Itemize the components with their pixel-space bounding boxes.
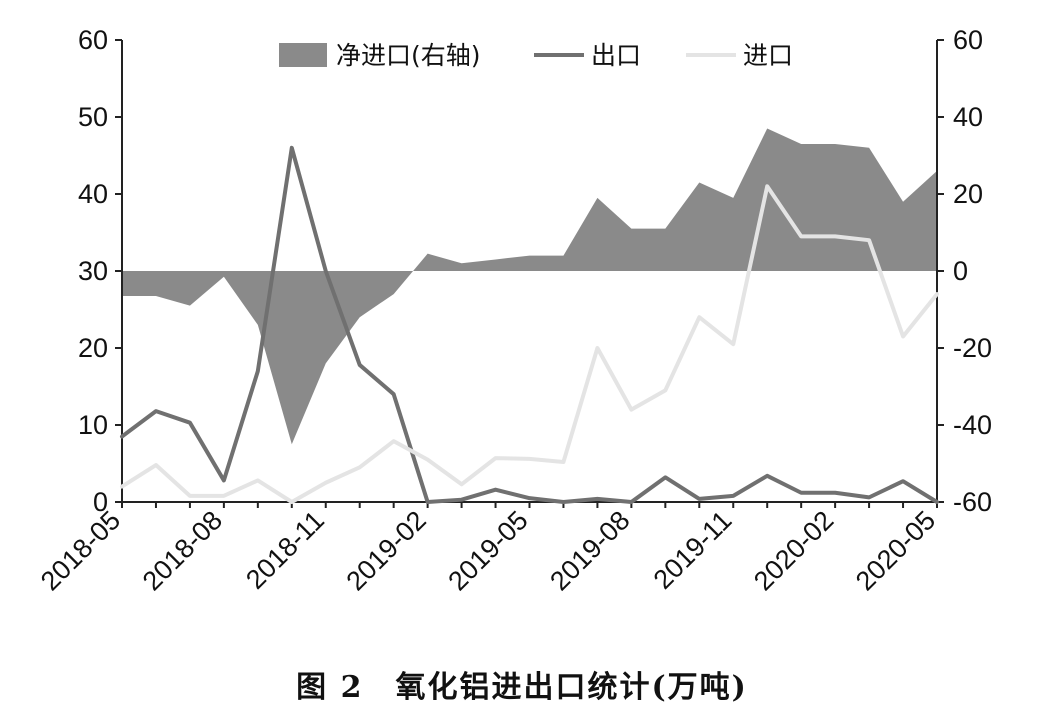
right-tick-label: 40 [953, 102, 983, 132]
right-tick-label: -60 [953, 487, 992, 517]
legend: 净进口(右轴) 出口 进口 [279, 41, 793, 70]
left-tick-label: 0 [93, 487, 108, 517]
left-tick-label: 60 [78, 25, 108, 55]
net-import-area [122, 128, 937, 445]
net-import-area-layer [122, 128, 937, 445]
lines-layer [120, 145, 939, 504]
right-tick-label: 60 [953, 25, 983, 55]
right-tick-label: -20 [953, 333, 992, 363]
legend-import-label: 进口 [743, 41, 793, 70]
legend-export-label: 出口 [591, 41, 641, 70]
x-tick-label: 2020-05 [850, 505, 941, 596]
x-tick-label: 2019-05 [442, 505, 533, 596]
left-tick-label: 50 [78, 102, 108, 132]
export-line [120, 145, 939, 504]
left-tick-label: 20 [78, 333, 108, 363]
x-tick-label: 2018-08 [137, 505, 228, 596]
x-tick-label: 2018-05 [35, 505, 126, 596]
x-tick-label: 2019-02 [341, 505, 432, 596]
x-tick-label: 2019-11 [648, 505, 738, 595]
right-tick-label: 0 [953, 256, 968, 286]
left-tick-label: 40 [78, 179, 108, 209]
legend-net-import-label: 净进口(右轴) [336, 41, 481, 70]
x-tick-label: 2018-11 [240, 505, 330, 595]
legend-net-import-swatch [279, 43, 327, 67]
axes-layer [115, 39, 944, 508]
x-tick-label: 2020-02 [748, 505, 839, 596]
left-tick-label: 30 [78, 256, 108, 286]
figure-caption: 图 2 氧化铝进出口统计(万吨) [296, 670, 748, 705]
import-line [120, 184, 939, 504]
x-tick-label: 2019-08 [544, 505, 635, 596]
left-tick-label: 10 [78, 410, 108, 440]
right-tick-label: -40 [953, 410, 992, 440]
right-tick-label: 20 [953, 179, 983, 209]
